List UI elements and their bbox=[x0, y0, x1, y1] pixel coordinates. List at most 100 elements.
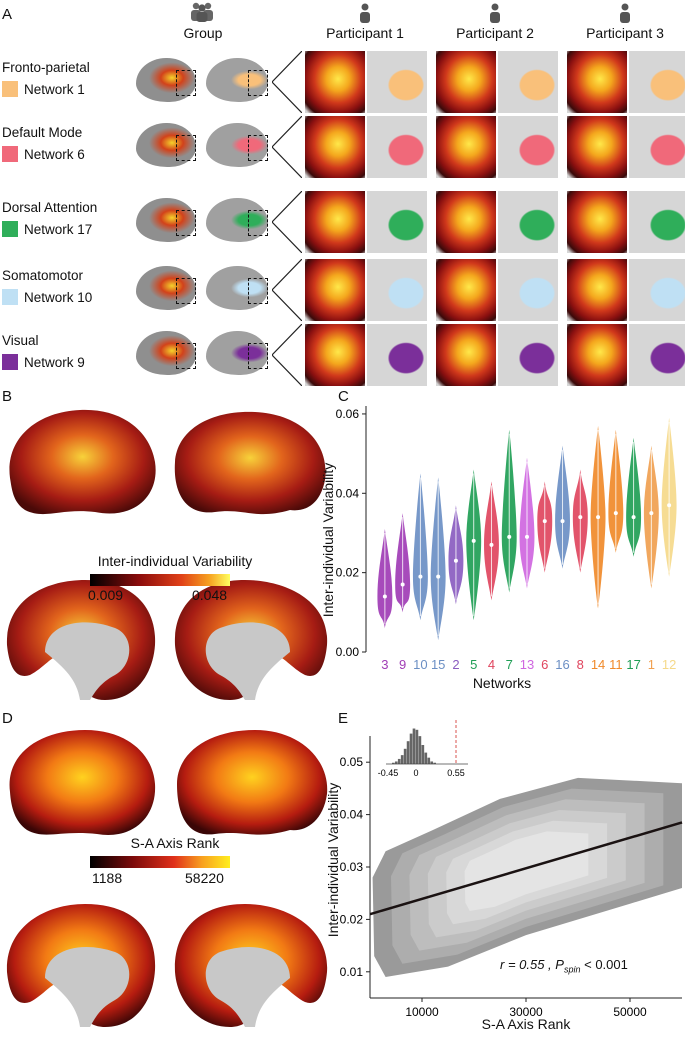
network-legend: Network 9 bbox=[2, 354, 85, 370]
null-histogram-bar bbox=[392, 762, 395, 764]
violin-median bbox=[382, 594, 387, 599]
group-brain-network bbox=[206, 123, 268, 167]
network-color-swatch bbox=[2, 221, 18, 237]
network-title: Somatomotor bbox=[2, 268, 84, 283]
density-x-tick-label: 50000 bbox=[613, 1005, 647, 1019]
network-legend: Network 6 bbox=[2, 146, 85, 162]
group-brain-lateral bbox=[136, 266, 196, 310]
participant-network-tile bbox=[498, 51, 558, 113]
network-name: Network 10 bbox=[24, 289, 93, 305]
zoom-connector bbox=[272, 259, 302, 321]
panel-d-colorbar-title: S-A Axis Rank bbox=[130, 835, 220, 851]
participant-network-tile bbox=[367, 116, 427, 178]
network-color-swatch bbox=[2, 289, 18, 305]
participant-network-tile bbox=[498, 324, 558, 386]
participant-variability-tile bbox=[305, 191, 365, 253]
group-people-icon bbox=[187, 2, 217, 27]
zoom-box bbox=[176, 210, 196, 236]
participant-variability-tile bbox=[305, 116, 365, 178]
network-color-swatch bbox=[2, 146, 18, 162]
inset-x-tick-label: 0.55 bbox=[447, 768, 465, 778]
density-y-tick-label: 0.05 bbox=[340, 755, 364, 769]
violin-category-label: 10 bbox=[413, 657, 427, 672]
network-color-swatch bbox=[2, 81, 18, 97]
violin-category-label: 1 bbox=[648, 657, 655, 672]
group-brain-network bbox=[206, 266, 268, 310]
violin-category-label: 8 bbox=[577, 657, 584, 672]
network-legend: Network 10 bbox=[2, 289, 92, 305]
violin-median bbox=[596, 515, 601, 520]
participant-2-label: Participant 2 bbox=[456, 25, 534, 41]
violin-category-label: 9 bbox=[399, 657, 406, 672]
panel-label-e: E bbox=[338, 710, 349, 727]
null-histogram-bar bbox=[400, 755, 404, 764]
violin-median bbox=[631, 515, 636, 520]
group-brain-lateral bbox=[136, 123, 196, 167]
null-histogram-bar bbox=[403, 748, 407, 764]
violin-ylabel: Inter-individual Variability bbox=[320, 462, 336, 618]
participant-variability-tile bbox=[305, 324, 365, 386]
participant-network-tile bbox=[498, 191, 558, 253]
annotation-p-value: < 0.001 bbox=[584, 957, 628, 972]
density-x-tick-label: 10000 bbox=[405, 1005, 439, 1019]
violin-median bbox=[649, 511, 654, 516]
network-name: Network 17 bbox=[24, 221, 93, 237]
correlation-annotation: r = 0.55 , Pspin < 0.001 bbox=[500, 957, 628, 975]
participant-3-label: Participant 3 bbox=[586, 25, 664, 41]
violin-median bbox=[667, 503, 672, 508]
violin-category-label: 16 bbox=[555, 657, 569, 672]
violin-category-label: 15 bbox=[431, 657, 445, 672]
participant-network-tile bbox=[629, 116, 685, 178]
group-brain-lateral bbox=[136, 58, 196, 102]
inset-x-tick-label: 0 bbox=[413, 768, 418, 778]
violin-median bbox=[489, 542, 494, 547]
network-color-swatch bbox=[2, 354, 18, 370]
participant-1-label: Participant 1 bbox=[326, 25, 404, 41]
zoom-box bbox=[248, 70, 268, 96]
zoom-box bbox=[176, 70, 196, 96]
group-brain-lateral bbox=[136, 331, 196, 375]
group-label: Group bbox=[183, 25, 223, 41]
panel-label-c: C bbox=[338, 388, 349, 405]
panel-b-brain-maps bbox=[5, 400, 335, 710]
participant-variability-tile bbox=[305, 259, 365, 321]
participant-variability-tile bbox=[567, 116, 627, 178]
annotation-r: r = 0.55 , bbox=[500, 957, 552, 972]
density-contour bbox=[464, 831, 589, 911]
density-ylabel: Inter-individual Variability bbox=[325, 782, 341, 938]
zoom-box bbox=[176, 135, 196, 161]
panel-label-b: B bbox=[2, 388, 13, 405]
network-name: Network 6 bbox=[24, 146, 85, 162]
violin-median bbox=[542, 519, 547, 524]
network-title: Visual bbox=[2, 333, 39, 348]
zoom-box bbox=[248, 210, 268, 236]
group-brain-network bbox=[206, 58, 268, 102]
panel-b-colorbar-min: 0.009 bbox=[88, 587, 124, 603]
violin-chart: 0.00 0.02 0.04 0.06 3 9 10 15 2 5 4 7 13 6 16 8 14 11 17 1 1… bbox=[318, 392, 684, 712]
network-title: Dorsal Attention bbox=[2, 200, 98, 215]
zoom-connector bbox=[272, 324, 302, 386]
violin-median bbox=[471, 538, 476, 543]
annotation-p-symbol: P bbox=[555, 957, 564, 972]
participant-variability-tile bbox=[567, 259, 627, 321]
null-histogram-bar bbox=[430, 761, 434, 764]
violin-median bbox=[453, 558, 458, 563]
density-y-tick-label: 0.02 bbox=[340, 912, 364, 926]
null-histogram-bar bbox=[433, 762, 436, 764]
density-xlabel: S-A Axis Rank bbox=[481, 1016, 571, 1032]
panel-d-colorbar-max: 58220 bbox=[185, 870, 224, 886]
null-histogram-bar bbox=[394, 761, 398, 764]
violin-category-label: 14 bbox=[591, 657, 605, 672]
network-name: Network 1 bbox=[24, 81, 85, 97]
violin-median bbox=[578, 515, 583, 520]
zoom-connector bbox=[272, 51, 302, 113]
participant-network-tile bbox=[367, 191, 427, 253]
participant-network-tile bbox=[629, 259, 685, 321]
zoom-box bbox=[176, 343, 196, 369]
participant-network-tile bbox=[367, 324, 427, 386]
participant-variability-tile bbox=[305, 51, 365, 113]
zoom-connector bbox=[272, 191, 302, 253]
violin-category-label: 5 bbox=[470, 657, 477, 672]
violin-y-tick-label: 0.04 bbox=[336, 486, 360, 500]
network-name: Network 9 bbox=[24, 354, 85, 370]
